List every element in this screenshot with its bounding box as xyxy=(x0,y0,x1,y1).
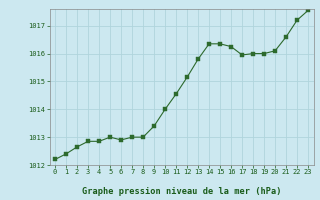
Text: Graphe pression niveau de la mer (hPa): Graphe pression niveau de la mer (hPa) xyxy=(82,187,281,196)
